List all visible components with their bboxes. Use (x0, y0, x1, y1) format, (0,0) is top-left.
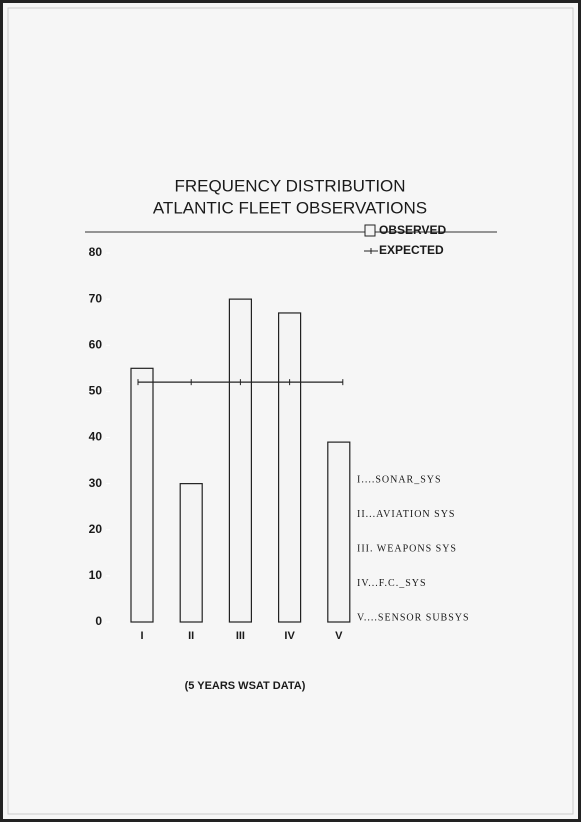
annotation: IV...F.C._SYS (357, 578, 427, 589)
y-tick-label: 30 (89, 476, 103, 490)
y-tick-label: 80 (89, 245, 103, 259)
y-tick-label: 50 (89, 384, 103, 398)
annotation: III. WEAPONS SYS (357, 543, 457, 554)
x-tick-label: IV (284, 630, 295, 642)
bar (228, 298, 252, 623)
x-tick-label: I (140, 630, 143, 642)
x-tick-label: II (188, 630, 194, 642)
annotation: V....SENSOR SUBSYS (357, 612, 470, 623)
y-tick-label: 10 (89, 568, 103, 582)
bar (130, 367, 154, 623)
bar (327, 441, 351, 623)
x-tick-label: III (236, 630, 245, 642)
annotation: II...AVIATION SYS (357, 509, 455, 520)
legend-swatch (364, 224, 376, 237)
legend-label: EXPECTED (379, 243, 444, 257)
y-tick-label: 40 (89, 430, 103, 444)
y-tick-label: 60 (89, 337, 103, 351)
annotation: I....SONAR_SYS (357, 474, 442, 485)
y-tick-label: 0 (95, 614, 102, 628)
bar (179, 483, 203, 623)
legend-label: OBSERVED (379, 223, 446, 237)
bar (278, 312, 302, 623)
x-tick-label: V (335, 630, 343, 642)
y-tick-label: 20 (89, 522, 103, 536)
inner-border (7, 7, 574, 815)
chart-title: FREQUENCY DISTRIBUTION (174, 176, 405, 195)
chart-subtitle: ATLANTIC FLEET OBSERVATIONS (153, 198, 427, 217)
y-tick-label: 70 (89, 291, 103, 305)
x-axis-label: (5 YEARS WSAT DATA) (185, 680, 306, 692)
